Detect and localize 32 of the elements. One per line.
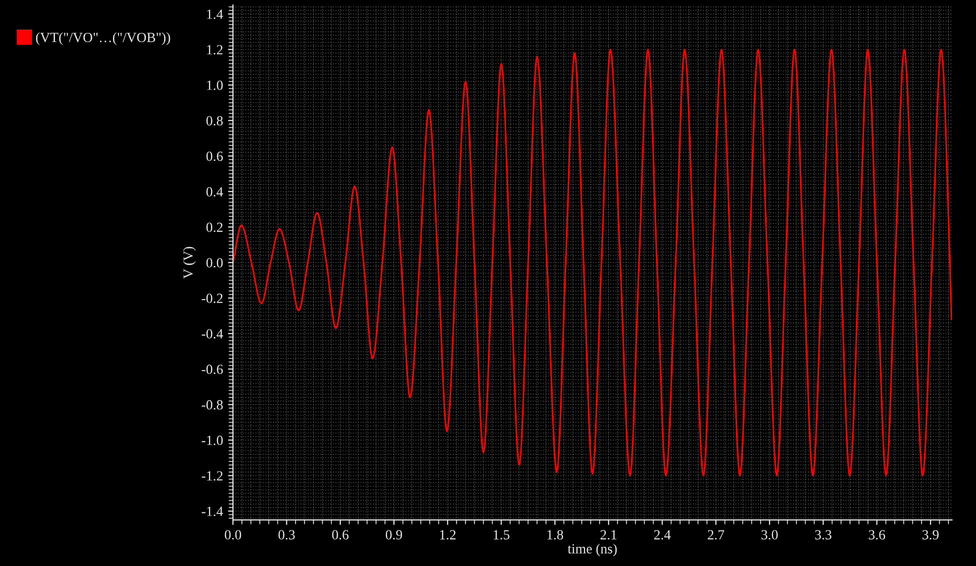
x-tick-label: 1.5: [494, 530, 510, 540]
legend-label: (VT("/VO"…("/VOB")): [36, 32, 170, 45]
y-tick-label: 0.4: [206, 187, 224, 197]
y-tick-label: -1.2: [202, 471, 222, 481]
y-axis-title: V (V): [183, 246, 196, 279]
y-tick-label: 1.4: [207, 10, 224, 19]
x-axis-title: time (ns): [568, 544, 617, 556]
x-tick-label: 3.0: [762, 530, 778, 540]
x-tick-label: 3.9: [922, 530, 939, 540]
x-tick-label: 0.6: [332, 530, 349, 540]
y-tick-label: 0.6: [206, 152, 223, 162]
y-tick-label: 0.2: [206, 222, 222, 232]
y-tick-label: -0.2: [202, 294, 222, 304]
y-tick-label: 1.0: [207, 80, 223, 90]
y-tick-label: 1.2: [207, 45, 222, 54]
x-tick-label: 3.3: [815, 530, 832, 540]
y-tick-label: -0.8: [202, 400, 223, 410]
y-tick-label: 0.0: [206, 258, 223, 268]
y-tick-label: -0.4: [202, 329, 224, 339]
x-tick-label: 2.4: [654, 530, 671, 540]
x-tick-label: 1.8: [547, 530, 564, 540]
x-tick-label: 0.9: [386, 530, 402, 540]
x-tick-label: 3.6: [868, 530, 886, 540]
x-tick-label: 0.0: [224, 530, 242, 540]
y-tick-label: 0.8: [206, 116, 223, 126]
x-tick-label: 1.2: [440, 530, 456, 540]
x-tick-label: 2.7: [708, 530, 724, 540]
x-tick-label: 0.3: [278, 530, 295, 540]
y-tick-label: -1.4: [202, 506, 224, 516]
y-tick-label: -1.0: [202, 436, 223, 446]
x-tick-label: 2.1: [600, 530, 616, 540]
y-tick-label: -0.6: [202, 364, 223, 374]
